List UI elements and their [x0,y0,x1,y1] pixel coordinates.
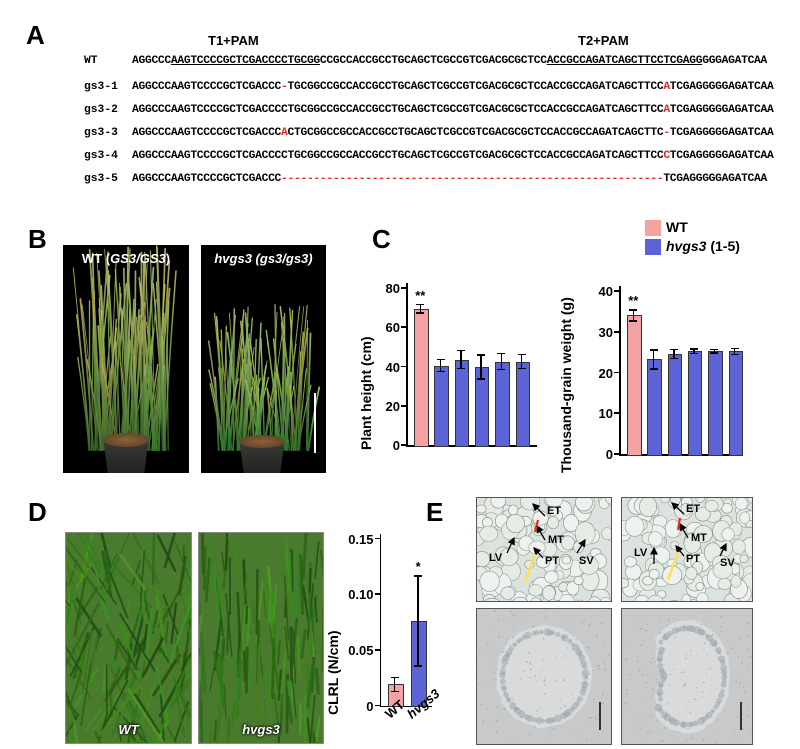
svg-text:SV: SV [720,557,735,569]
svg-text:MT: MT [548,534,564,546]
svg-text:PT: PT [545,555,559,567]
svg-text:PT: PT [686,553,700,565]
svg-text:LV: LV [634,547,648,559]
svg-text:ET: ET [686,503,700,515]
svg-text:SV: SV [579,555,594,567]
svg-text:ET: ET [547,505,561,517]
svg-text:MT: MT [691,532,707,544]
svg-text:LV: LV [489,552,503,564]
